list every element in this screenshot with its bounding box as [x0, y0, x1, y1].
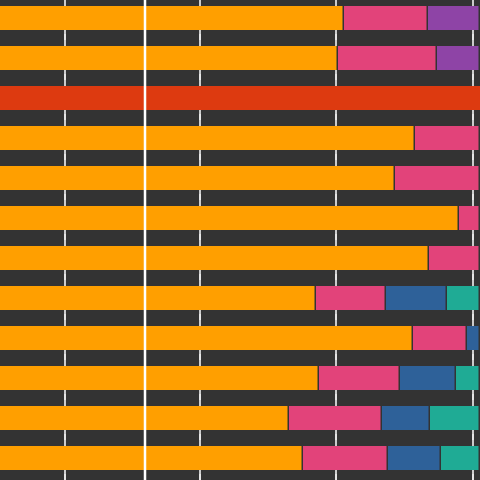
bar-segment [429, 246, 479, 270]
grid-lines [64, 0, 474, 480]
bar-segment [338, 46, 436, 70]
bar-segment [400, 366, 455, 390]
bar-segment [0, 206, 458, 230]
bar-segment [382, 406, 429, 430]
bar-segment [0, 326, 412, 350]
bar-segment [0, 446, 302, 470]
bar-segment [316, 286, 385, 310]
bar-segment [344, 6, 427, 30]
bar-segment [0, 246, 428, 270]
bar-segment [319, 366, 399, 390]
bar-segment [395, 166, 479, 190]
bar-segment [0, 46, 337, 70]
bar-segment [0, 286, 315, 310]
bar-segment [467, 326, 479, 350]
bar-segment [456, 366, 479, 390]
bar-segment [0, 6, 343, 30]
bar-segment [0, 166, 394, 190]
bar-segment [415, 126, 479, 150]
bar-segment [289, 406, 381, 430]
bar-segment [459, 206, 479, 230]
bar-segment [430, 406, 479, 430]
bar-segment [413, 326, 466, 350]
bar-segment [0, 366, 318, 390]
bar-segment [388, 446, 440, 470]
bars [0, 6, 480, 470]
bar-highlight-row [0, 86, 480, 110]
bar-segment [447, 286, 479, 310]
bar-segment [428, 6, 479, 30]
bar-segment [437, 46, 479, 70]
bar-segment [441, 446, 479, 470]
bar-segment [386, 286, 446, 310]
bar-segment [0, 126, 414, 150]
bar-segment [303, 446, 387, 470]
